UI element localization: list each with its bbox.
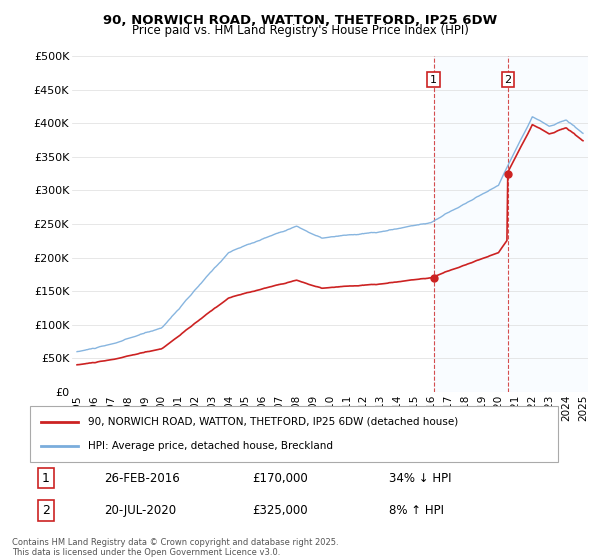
Text: 8% ↑ HPI: 8% ↑ HPI xyxy=(389,504,444,517)
Text: 2: 2 xyxy=(42,504,50,517)
Text: 90, NORWICH ROAD, WATTON, THETFORD, IP25 6DW: 90, NORWICH ROAD, WATTON, THETFORD, IP25… xyxy=(103,14,497,27)
Bar xyxy=(434,56,592,392)
Text: Contains HM Land Registry data © Crown copyright and database right 2025.
This d: Contains HM Land Registry data © Crown c… xyxy=(12,538,338,557)
Text: 34% ↓ HPI: 34% ↓ HPI xyxy=(389,472,452,484)
Text: 1: 1 xyxy=(42,472,50,484)
Text: £325,000: £325,000 xyxy=(252,504,307,517)
Text: 26-FEB-2016: 26-FEB-2016 xyxy=(104,472,179,484)
Text: 1: 1 xyxy=(430,74,437,85)
Text: 2: 2 xyxy=(505,74,511,85)
FancyBboxPatch shape xyxy=(30,406,558,462)
Text: Price paid vs. HM Land Registry's House Price Index (HPI): Price paid vs. HM Land Registry's House … xyxy=(131,24,469,37)
Text: HPI: Average price, detached house, Breckland: HPI: Average price, detached house, Brec… xyxy=(88,441,333,451)
Text: 90, NORWICH ROAD, WATTON, THETFORD, IP25 6DW (detached house): 90, NORWICH ROAD, WATTON, THETFORD, IP25… xyxy=(88,417,458,427)
Text: £170,000: £170,000 xyxy=(252,472,308,484)
Text: 20-JUL-2020: 20-JUL-2020 xyxy=(104,504,176,517)
